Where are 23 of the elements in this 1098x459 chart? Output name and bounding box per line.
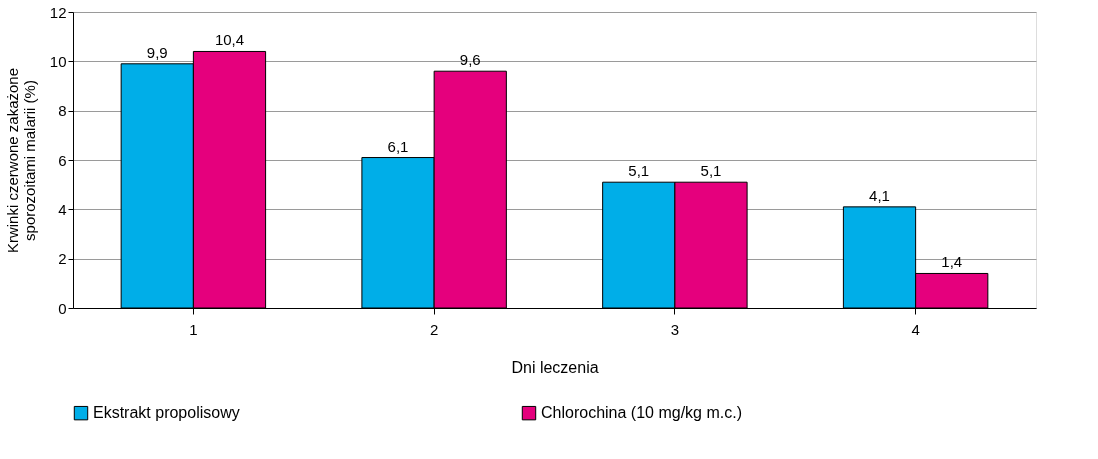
data-label: 6,1: [387, 137, 409, 155]
y-tick-label: 6: [58, 151, 67, 169]
y-tick-label: 4: [58, 200, 67, 218]
data-label: 9,9: [146, 43, 168, 61]
data-label: 5,1: [628, 162, 650, 180]
y-tick-label: 2: [58, 250, 67, 268]
y-tick-label: 0: [58, 299, 67, 317]
data-label: 1,4: [941, 253, 963, 271]
x-tick-label: 4: [911, 320, 920, 338]
x-tick-label: 1: [189, 320, 198, 338]
x-tick-label: 3: [670, 320, 680, 338]
x-tick-label: 2: [429, 320, 439, 338]
data-label: 10,4: [214, 31, 245, 49]
data-label: 9,6: [459, 51, 481, 69]
legend-label: Ekstrakt propolisowy: [93, 404, 240, 422]
y-axis-title: Krwinki czerwone zakażone sporozoitami malarii (%): [3, 67, 38, 254]
legend-label: Chlorochina (10 mg/kg m.c.): [541, 404, 742, 422]
y-tick-label: 10: [49, 52, 67, 70]
y-tick-label: 12: [49, 3, 67, 21]
data-label: 5,1: [700, 162, 722, 180]
y-tick-label: 8: [58, 102, 67, 120]
x-axis-title: Dni leczenia: [511, 358, 599, 376]
data-label: 4,1: [869, 186, 890, 204]
